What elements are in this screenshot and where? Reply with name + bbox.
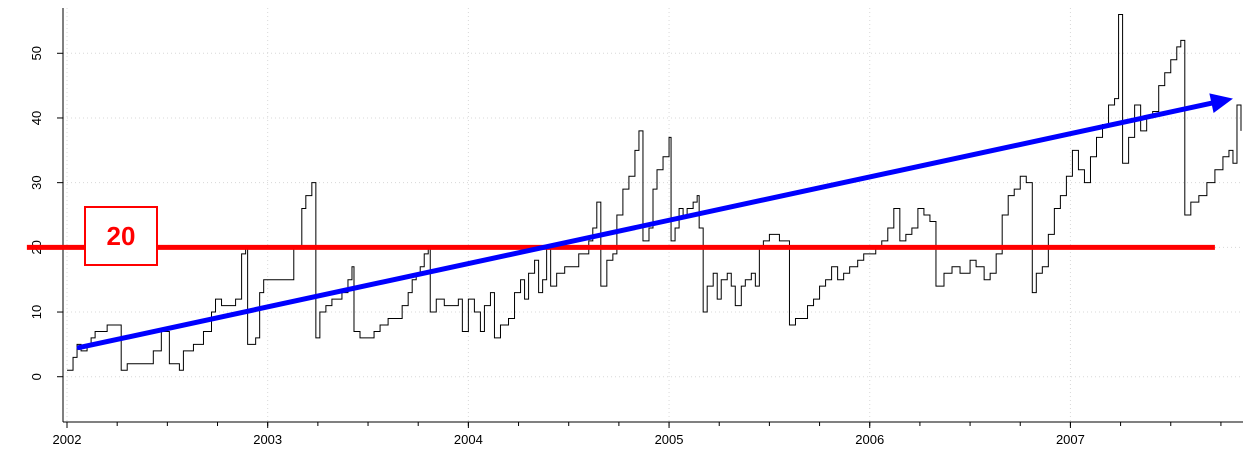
trend-arrow-head <box>1209 93 1233 113</box>
annotations <box>26 93 1233 351</box>
y-tick-label: 40 <box>29 111 44 125</box>
threshold-callout-label: 20 <box>106 220 136 251</box>
axes: 2002 2003 2004 2005 2006 2007 0 10 20 30 40 50 <box>29 8 1243 447</box>
data-series <box>67 13 1242 371</box>
x-tick-label: 2007 <box>1056 432 1085 447</box>
x-tick-label: 2004 <box>454 432 483 447</box>
y-tick-label: 50 <box>29 46 44 60</box>
y-tick-label: 30 <box>29 175 44 189</box>
x-tick-label: 2005 <box>655 432 684 447</box>
trend-arrow-shaft <box>76 100 1214 351</box>
y-tick-label: 0 <box>29 373 44 380</box>
threshold-callout-box: 20 <box>84 206 158 266</box>
y-tick-label: 10 <box>29 305 44 319</box>
series-step-line <box>67 13 1242 371</box>
x-tick-label: 2003 <box>253 432 282 447</box>
x-tick-label: 2002 <box>53 432 82 447</box>
x-tick-label: 2006 <box>855 432 884 447</box>
